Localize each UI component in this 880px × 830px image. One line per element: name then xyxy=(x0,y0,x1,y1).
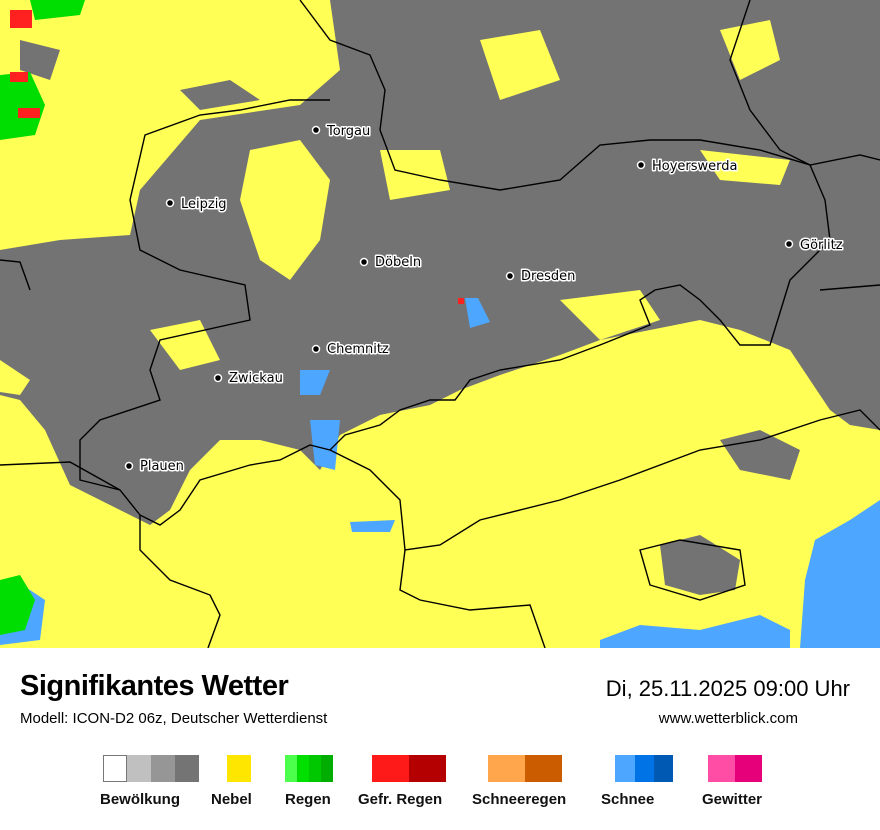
svg-text:Torgau: Torgau xyxy=(326,124,370,139)
legend: Bewölkung Nebel Regen Gefr. Regen Schnee… xyxy=(0,755,880,815)
legend-swatches xyxy=(285,755,333,782)
legend-swatches xyxy=(488,755,562,782)
legend-rain: Regen xyxy=(285,755,333,808)
forecast-datetime: Di, 25.11.2025 09:00 Uhr xyxy=(605,676,850,701)
model-info: Modell: ICON-D2 06z, Deutscher Wetterdie… xyxy=(20,710,328,727)
city-plauen[interactable]: Plauen xyxy=(124,458,185,476)
legend-label: Schneeregen xyxy=(472,791,567,808)
snow-areas xyxy=(0,298,880,648)
legend-label: Gefr. Regen xyxy=(358,791,443,808)
legend-swatches xyxy=(372,755,446,782)
legend-snow: Schnee xyxy=(601,755,673,808)
svg-text:Chemnitz: Chemnitz xyxy=(327,342,389,357)
city-leipzig[interactable]: Leipzig xyxy=(165,196,228,214)
legend-swatches xyxy=(615,755,673,782)
legend-label: Schnee xyxy=(601,791,655,808)
legend-cloud: Bewölkung xyxy=(100,755,199,808)
svg-text:Zwickau: Zwickau xyxy=(229,371,283,386)
city-hoyerswerda[interactable]: Hoyerswerda xyxy=(636,158,739,176)
weather-map: Torgau Leipzig Hoyerswerda Görlitz Döbel… xyxy=(0,0,880,648)
legend-sleet: Schneeregen xyxy=(472,755,566,808)
legend-swatches xyxy=(708,755,762,782)
legend-label: Gewitter xyxy=(702,791,763,808)
svg-text:Hoyerswerda: Hoyerswerda xyxy=(652,159,738,174)
svg-text:Leipzig: Leipzig xyxy=(181,197,227,212)
city-doebeln[interactable]: Döbeln xyxy=(359,254,423,272)
legend-thunderstorm: Gewitter xyxy=(702,755,762,808)
legend-label: Bewölkung xyxy=(100,791,181,808)
city-dresden[interactable]: Dresden xyxy=(505,268,577,286)
freezing-rain-areas xyxy=(10,10,464,304)
svg-text:Görlitz: Görlitz xyxy=(800,238,843,253)
rain-areas xyxy=(0,0,85,635)
cities: Torgau Leipzig Hoyerswerda Görlitz Döbel… xyxy=(124,123,844,476)
svg-text:Döbeln: Döbeln xyxy=(375,255,421,270)
website-link[interactable]: www.wetterblick.com xyxy=(658,710,798,727)
legend-fog: Nebel xyxy=(211,755,252,808)
city-torgau[interactable]: Torgau xyxy=(311,123,372,141)
svg-text:Dresden: Dresden xyxy=(521,269,575,284)
city-goerlitz[interactable]: Görlitz xyxy=(784,237,844,255)
city-chemnitz[interactable]: Chemnitz xyxy=(311,341,390,359)
cloud-areas xyxy=(0,0,880,595)
borders xyxy=(0,0,880,648)
legend-freezing-rain: Gefr. Regen xyxy=(358,755,446,808)
city-zwickau[interactable]: Zwickau xyxy=(213,370,284,388)
fog-patches xyxy=(0,20,790,395)
legend-label: Nebel xyxy=(211,791,252,808)
svg-text:Plauen: Plauen xyxy=(140,459,184,474)
map-title: Signifikantes Wetter xyxy=(20,670,289,702)
legend-label: Regen xyxy=(285,791,331,808)
legend-swatches xyxy=(103,755,199,782)
legend-swatches xyxy=(227,755,251,782)
